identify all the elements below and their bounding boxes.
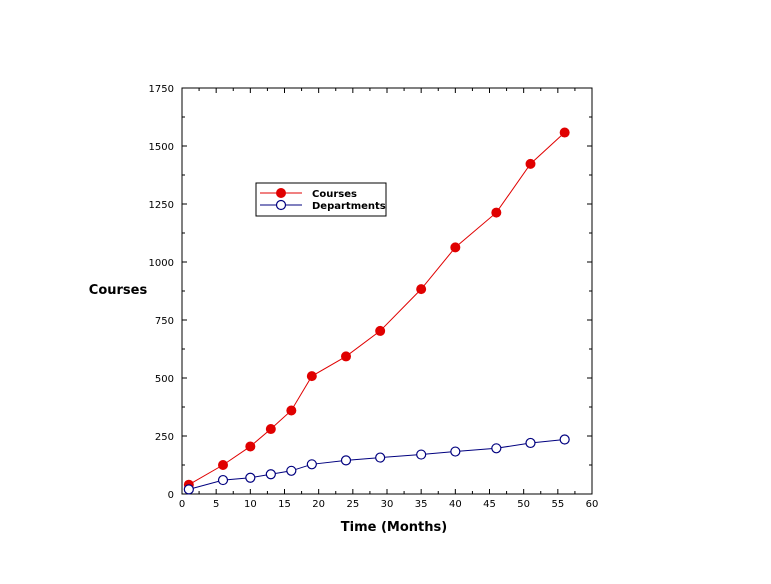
data-point-courses <box>218 460 228 470</box>
data-point-courses <box>286 405 297 416</box>
x-tick-label: 35 <box>415 499 428 510</box>
x-tick-label: 55 <box>551 499 564 510</box>
x-tick-label: 25 <box>346 499 359 510</box>
plot-axes <box>181 87 593 495</box>
plot-frame <box>181 87 593 495</box>
y-tick-label: 1250 <box>149 200 174 211</box>
data-point-departments <box>265 469 276 480</box>
data-point-departments <box>416 449 427 460</box>
data-point-departments <box>340 455 352 466</box>
data-point-courses <box>375 325 386 336</box>
data-point-departments <box>450 446 461 457</box>
y-tick-label: 1000 <box>149 258 174 269</box>
series-departments <box>183 434 570 495</box>
data-point-departments <box>491 443 502 454</box>
data-point-courses <box>491 207 502 218</box>
data-point-departments <box>245 472 256 483</box>
x-tick-label: 10 <box>244 499 257 510</box>
legend-marker-courses <box>276 188 286 198</box>
series-line-departments <box>188 438 565 490</box>
data-point-courses <box>341 351 351 362</box>
series-courses <box>183 127 570 490</box>
x-tick-label: 15 <box>278 499 291 510</box>
x-tick-label: 5 <box>213 499 219 510</box>
legend-label-departments: Departments <box>312 201 386 212</box>
data-point-courses <box>265 424 276 435</box>
data-point-courses <box>416 284 427 295</box>
legend-label-courses: Courses <box>312 189 357 200</box>
legend-box <box>255 182 387 217</box>
x-tick-label: 40 <box>449 499 462 510</box>
data-point-departments <box>375 452 386 463</box>
x-tick-label: 60 <box>586 499 599 510</box>
data-point-courses <box>306 371 317 382</box>
axis-ticks: 0 5 10 15 20 25 30 35 40 45 50 55 60 0 250 500 750 1000 12… <box>149 84 599 510</box>
y-tick-label: 750 <box>155 316 174 327</box>
data-point-courses <box>559 127 570 138</box>
y-tick-label: 250 <box>155 432 174 443</box>
data-point-departments <box>286 465 297 476</box>
y-tick-label: 500 <box>155 374 174 385</box>
data-point-courses <box>245 441 256 452</box>
y-axis-title: Courses <box>89 283 148 298</box>
y-tick-label: 0 <box>168 490 174 501</box>
legend: Courses Departments <box>255 182 387 217</box>
data-point-courses <box>450 242 461 253</box>
x-tick-label: 50 <box>517 499 530 510</box>
series-layer <box>183 127 570 495</box>
x-tick-label: 45 <box>483 499 496 510</box>
y-tick-label: 1750 <box>149 84 174 95</box>
legend-marker-departments <box>275 199 287 211</box>
data-point-departments <box>306 459 317 470</box>
data-point-departments <box>217 474 229 486</box>
x-tick-label: 30 <box>381 499 394 510</box>
data-point-departments <box>559 434 570 445</box>
x-axis-title: Time (Months) <box>341 520 447 535</box>
data-point-departments <box>183 484 194 495</box>
y-tick-label: 1500 <box>149 142 174 153</box>
data-point-courses <box>525 158 536 169</box>
data-point-departments <box>525 437 536 449</box>
x-tick-label: 20 <box>312 499 325 510</box>
x-tick-label: 0 <box>179 499 185 510</box>
